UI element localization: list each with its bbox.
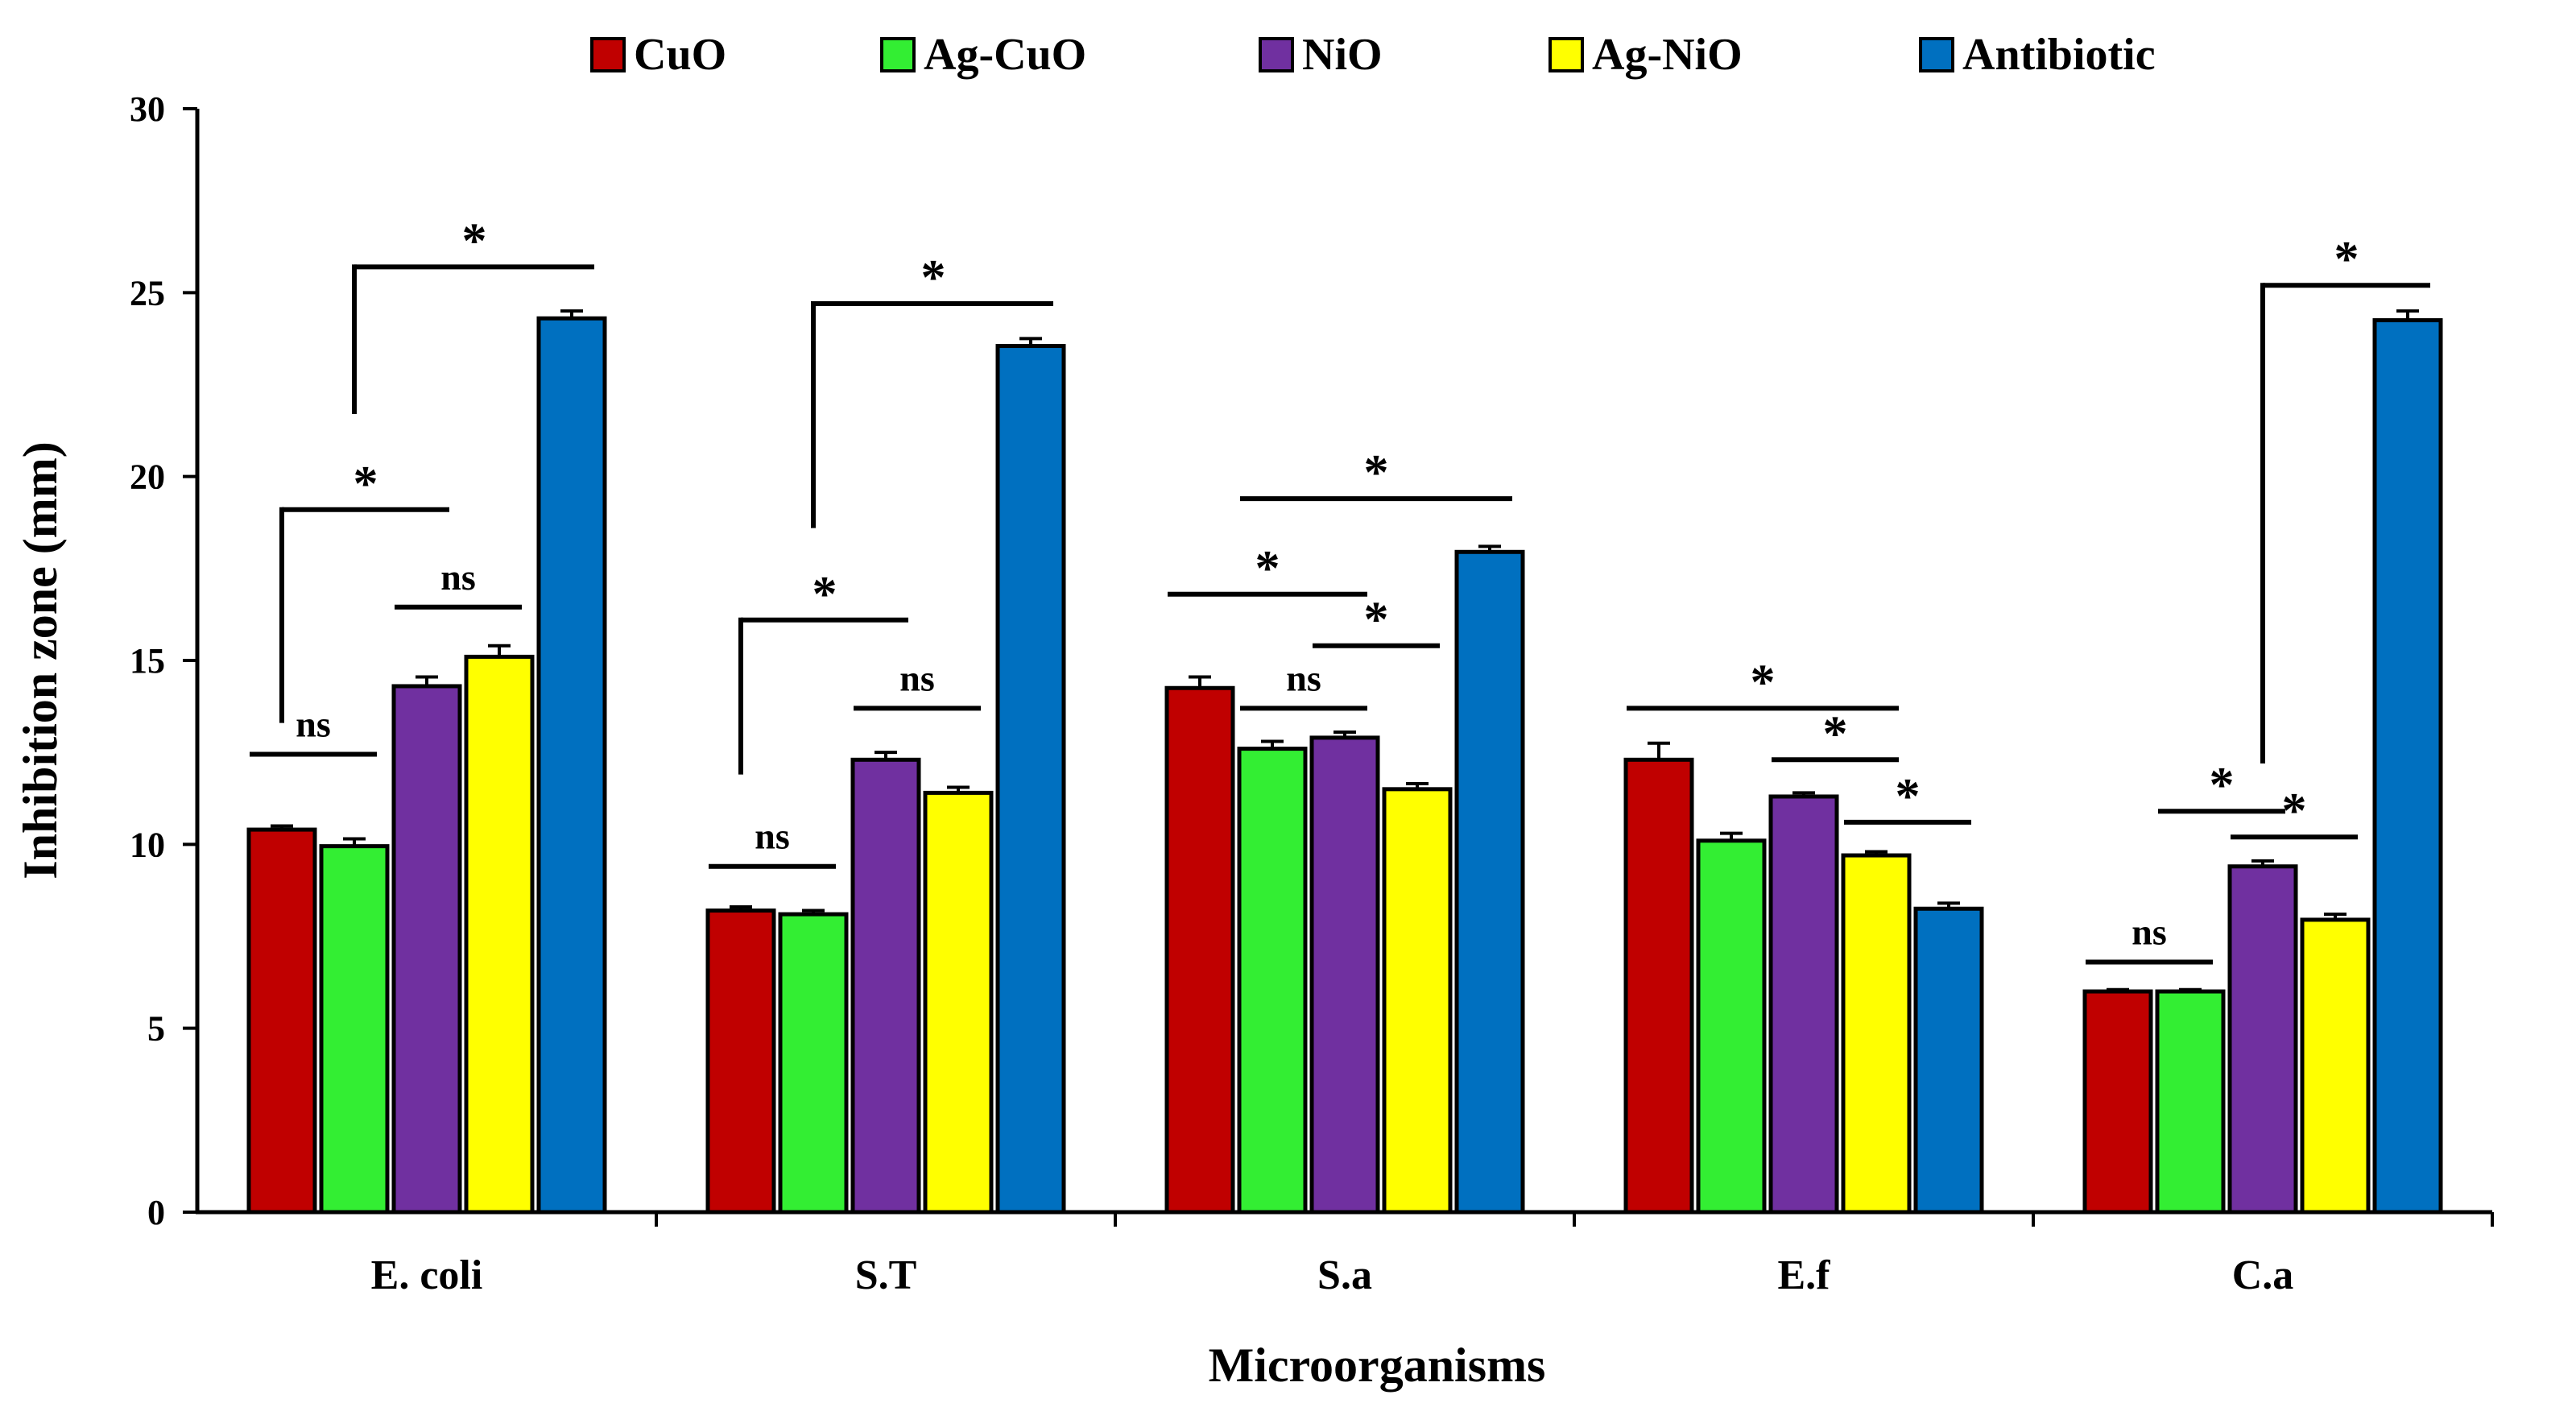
bar-cuo-4 [2082,989,2153,1215]
y-tick-label: 10 [130,825,165,864]
x-tick-label: C.a [2232,1252,2294,1298]
bar-ag-cuo-1 [778,912,849,1215]
bar-ag-cuo-2 [1237,747,1308,1215]
legend-swatch-ag-cuo [880,37,916,72]
legend-label-ag-cuo: Ag-CuO [924,30,1086,80]
significance-ns: ns [296,703,330,744]
y-axis-title: Inhibition zone (mm) [14,441,67,879]
legend-swatch-cuo [590,37,626,72]
bar-nio-1 [850,757,921,1215]
significance-star: * [462,213,487,268]
y-tick-label: 30 [130,89,165,129]
bar-cuo-0 [246,827,317,1215]
legend-label-ag-nio: Ag-NiO [1592,30,1743,80]
bar-nio-2 [1309,735,1380,1215]
bar-ag-nio-1 [923,790,994,1215]
significance-star: * [921,250,946,305]
legend: CuO Ag-CuO NiO Ag-NiO Antibiotic [590,30,2156,80]
bar-ag-cuo-3 [1696,838,1767,1215]
significance-star: * [354,457,378,511]
x-tick-label: E. coli [371,1252,483,1298]
bar-antibiotic-2 [1454,549,1525,1215]
bar-ag-nio-4 [2300,917,2371,1215]
significance-ns: ns [1286,657,1321,698]
bar-nio-0 [391,684,462,1215]
bar-antibiotic-3 [1913,906,1984,1215]
significance-star: * [1255,541,1280,596]
significance-star: * [1896,769,1921,824]
significance-star: * [2210,758,2235,813]
x-tick-label: E.f [1778,1252,1831,1298]
y-tick-label: 25 [130,273,165,313]
significance-ns: ns [899,657,934,698]
bars [246,309,2443,1215]
significance-star: * [1751,655,1776,710]
significance-annotations: ns ns * * ns ns * * * ns * * * * * ns * * * [250,213,2430,965]
significance-star: * [2334,232,2359,287]
bar-ag-cuo-4 [2155,989,2226,1215]
y-tick-label: 15 [130,641,165,681]
legend-label-antibiotic: Antibiotic [1962,30,2156,80]
significance-ns: ns [440,557,475,598]
x-tick-label: S.T [855,1252,917,1298]
bar-nio-3 [1768,794,1839,1215]
significance-star: * [1364,445,1389,500]
y-tick-label: 5 [147,1009,165,1049]
significance-star: * [1823,706,1848,761]
legend-swatch-antibiotic [1919,37,1954,72]
legend-swatch-nio [1259,37,1294,72]
significance-star: * [812,567,837,622]
y-tick-label: 20 [130,457,165,497]
bar-cuo-1 [705,909,776,1215]
bar-cuo-3 [1623,757,1694,1215]
bar-antibiotic-4 [2372,318,2443,1215]
bar-nio-4 [2227,864,2298,1215]
legend-label-nio: NiO [1302,30,1383,80]
significance-ns: ns [2132,911,2166,952]
bar-ag-nio-2 [1382,787,1453,1215]
bar-ag-nio-3 [1841,853,1912,1215]
bar-ag-nio-0 [464,654,535,1215]
x-tick-label: S.a [1317,1252,1372,1298]
legend-label-cuo: CuO [634,30,726,80]
y-tick-label: 0 [147,1193,165,1232]
significance-star: * [2282,784,2307,838]
significance-ns: ns [755,816,789,857]
bar-cuo-2 [1164,685,1235,1215]
bar-antibiotic-1 [995,344,1066,1215]
significance-star: * [1364,593,1389,648]
bar-ag-cuo-0 [319,844,390,1215]
legend-swatch-ag-nio [1548,37,1584,72]
bar-antibiotic-0 [536,316,607,1215]
x-axis-title: Microorganisms [1209,1339,1546,1392]
